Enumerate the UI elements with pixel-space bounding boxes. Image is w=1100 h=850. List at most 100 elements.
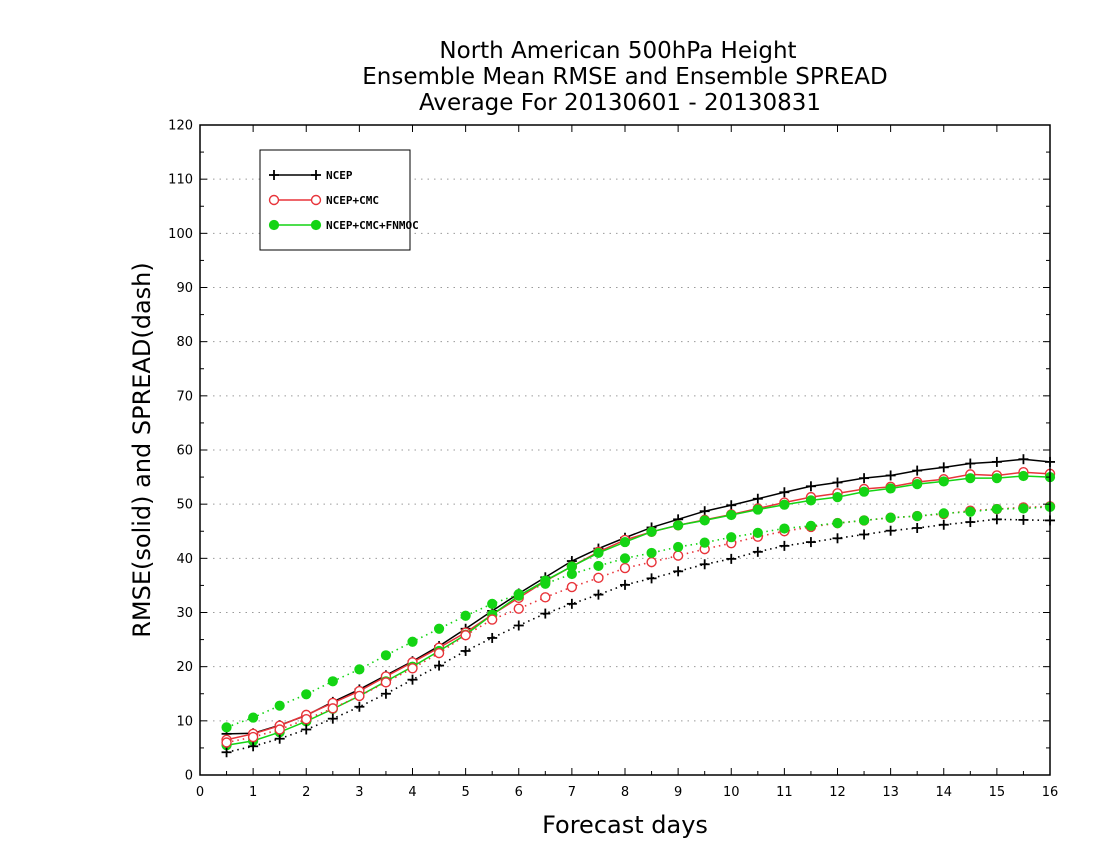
ncep-cmc-fnmoc-spread-point [991, 503, 1002, 515]
ncep-cmc-spread-point [380, 677, 392, 688]
ncep-cmc-fnmoc-rmse-point [885, 483, 896, 494]
ncep-cmc-fnmoc-rmse-point [673, 520, 684, 531]
ncep-spread-point [885, 525, 896, 536]
x-tick-label: 14 [935, 785, 952, 800]
legend-item-ncep-cmc-fnmoc: NCEP+CMC+FNMOC [268, 219, 419, 232]
x-axis-label: Forecast days [542, 811, 708, 839]
ncep-spread-point [1018, 514, 1029, 525]
ncep-cmc-fnmoc-spread-point [858, 515, 870, 526]
legend-label: NCEP+CMC [326, 194, 379, 207]
ncep-cmc-spread-line [226, 505, 1051, 744]
ncep-cmc-spread-point [619, 562, 631, 574]
ncep-cmc-fnmoc-spread-point [832, 518, 843, 529]
ncep-cmc-spread-point [513, 603, 524, 614]
ncep-cmc-fnmoc-spread-point [513, 588, 524, 600]
ncep-cmc-fnmoc-rmse-line [226, 475, 1051, 746]
ncep-cmc-fnmoc-rmse-point [858, 486, 870, 497]
ncep-cmc-fnmoc-spread-point [699, 537, 710, 548]
ncep-spread-series [221, 514, 1055, 758]
legend-marker [311, 170, 321, 180]
y-tick-label: 100 [168, 227, 193, 242]
ncep-cmc-fnmoc-spread-point [805, 520, 817, 531]
ncep-rmse-point [938, 462, 949, 473]
ncep-cmc-spread-series [221, 501, 1056, 748]
ncep-cmc-fnmoc-spread-point [646, 547, 657, 559]
legend-item-ncep: NCEP [269, 169, 353, 182]
ncep-cmc-fnmoc-spread-point [619, 553, 631, 564]
ncep-cmc-spread-point [566, 581, 578, 593]
title-line-1: North American 500hPa Height [439, 38, 796, 64]
ncep-spread-point [301, 724, 312, 735]
chart-title: North American 500hPa Height Ensemble Me… [362, 38, 887, 116]
ncep-cmc-fnmoc-spread-point [885, 512, 896, 523]
ncep-spread-point [912, 523, 923, 533]
ncep-cmc-spread-point [540, 592, 551, 603]
ncep-spread-point [726, 553, 737, 564]
ncep-cmc-fnmoc-rmse-point [1018, 470, 1029, 482]
legend-marker [269, 170, 279, 180]
title-line-3: Average For 20130601 - 20130831 [419, 90, 821, 116]
ncep-rmse-point [779, 487, 790, 498]
ncep-rmse-point [991, 456, 1002, 467]
ncep-rmse-point [859, 473, 870, 484]
ncep-cmc-fnmoc-spread-point [301, 689, 312, 700]
ncep-cmc-fnmoc-spread-point [460, 610, 471, 621]
y-tick-label: 40 [176, 552, 193, 567]
x-tick-label: 2 [302, 785, 310, 800]
ncep-cmc-fnmoc-rmse-point [965, 473, 976, 484]
legend: NCEP NCEP+CMC NCEP+CMC+FNMOC [259, 149, 419, 251]
ncep-cmc-fnmoc-spread-point [221, 722, 232, 733]
ncep-cmc-spread-point [274, 724, 285, 735]
ncep-spread-point [991, 514, 1002, 525]
y-tick-label: 90 [176, 281, 193, 296]
ncep-cmc-fnmoc-spread-point [540, 578, 551, 589]
ncep-spread-point [460, 645, 471, 656]
ncep-cmc-fnmoc-spread-point [433, 623, 445, 634]
ncep-spread-point [965, 517, 976, 528]
ncep-cmc-fnmoc-spread-series [221, 501, 1056, 733]
ncep-cmc-fnmoc-spread-point [1018, 503, 1029, 514]
ncep-rmse-point [885, 470, 896, 481]
legend-marker [310, 219, 322, 231]
x-tick-label: 5 [461, 785, 469, 800]
ncep-cmc-fnmoc-rmse-series [221, 470, 1056, 751]
ncep-spread-point [832, 533, 843, 544]
x-tick-label: 12 [829, 785, 846, 800]
grid-lines [200, 178, 1050, 722]
ncep-cmc-spread-point [327, 703, 339, 714]
y-tick-label: 80 [176, 335, 193, 350]
ncep-cmc-fnmoc-rmse-point [779, 499, 790, 510]
ncep-spread-point [274, 733, 285, 744]
x-tick-label: 13 [882, 785, 899, 800]
ncep-cmc-fnmoc-spread-point [487, 598, 498, 609]
ncep-spread-point [513, 620, 524, 631]
ncep-cmc-fnmoc-rmse-point [938, 476, 949, 487]
ncep-cmc-fnmoc-spread-point [779, 523, 790, 534]
x-tick-label: 6 [515, 785, 523, 800]
ncep-spread-point [540, 608, 551, 619]
legend-marker [268, 194, 280, 206]
x-tick-label: 8 [621, 785, 629, 800]
ncep-spread-point [566, 598, 577, 609]
x-tick-label: 15 [989, 785, 1006, 800]
y-tick-label: 50 [176, 498, 193, 513]
x-tick-label: 9 [674, 785, 682, 800]
ncep-spread-point [487, 632, 498, 643]
ncep-spread-point [221, 747, 232, 758]
ncep-rmse-point [805, 481, 816, 492]
x-tick-label: 10 [723, 785, 740, 800]
ncep-spread-point [620, 579, 630, 590]
x-tick-label: 16 [1042, 785, 1059, 800]
ncep-cmc-fnmoc-spread-point [354, 664, 365, 675]
ncep-cmc-fnmoc-spread-point [380, 650, 392, 661]
ncep-rmse-point [1018, 454, 1029, 465]
ncep-cmc-spread-point [672, 550, 684, 561]
ncep-spread-point [752, 546, 763, 557]
ncep-cmc-fnmoc-rmse-point [619, 536, 631, 548]
ncep-cmc-spread-point [433, 647, 445, 659]
ncep-spread-point [407, 674, 418, 685]
ncep-spread-point [938, 519, 949, 530]
ncep-cmc-fnmoc-rmse-point [991, 473, 1002, 484]
ncep-cmc-spread-point [221, 737, 232, 748]
